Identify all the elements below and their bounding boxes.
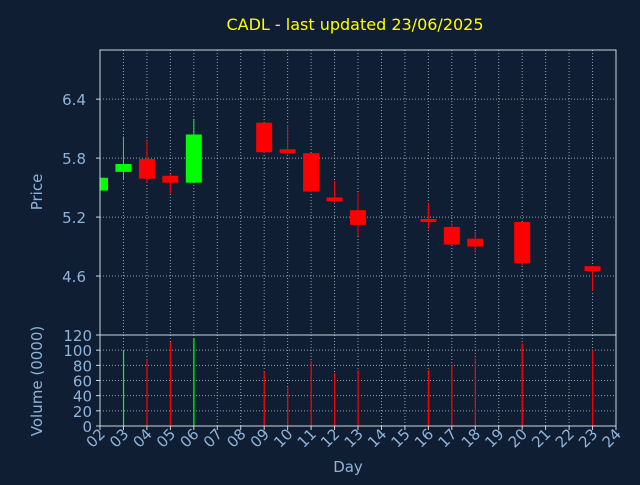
price-tick-label: 5.2: [62, 209, 86, 227]
x-axis-label: Day: [333, 458, 363, 476]
candle-body: [350, 210, 366, 225]
volume-bar: [287, 387, 289, 426]
x-tick-label: 04: [130, 425, 156, 451]
x-tick-label: 15: [388, 425, 414, 451]
x-tick-label: 08: [223, 425, 249, 451]
candle-body: [256, 122, 273, 153]
x-tick-label: 07: [200, 425, 226, 451]
x-tick-label: 06: [176, 425, 202, 451]
candle-body: [185, 134, 202, 183]
x-tick-label: 16: [411, 425, 437, 451]
x-tick-label: 14: [364, 425, 390, 451]
volume-bar: [310, 360, 312, 426]
x-tick-label: 12: [317, 425, 343, 451]
x-tick-label: 10: [270, 425, 296, 451]
volume-bar: [169, 341, 172, 426]
price-tick-label: 6.4: [62, 91, 86, 109]
price-tick-label: 5.8: [62, 150, 86, 168]
x-tick-label: 09: [247, 425, 273, 451]
volume-tick-label: 0: [82, 418, 92, 436]
x-tick-label: 03: [106, 425, 132, 451]
volume-bar: [146, 359, 148, 426]
volume-tick-label: 40: [73, 388, 92, 406]
volume-bar: [521, 343, 523, 426]
volume-bar: [193, 338, 195, 426]
volume-tick-label: 60: [73, 373, 92, 391]
candle-body: [115, 164, 132, 172]
price-axis-label: Price: [28, 174, 46, 211]
x-tick-label: 11: [294, 425, 320, 451]
candle-body: [467, 238, 484, 247]
price-tick-label: 4.6: [62, 268, 86, 286]
volume-bar: [474, 358, 476, 426]
volume-tick-label: 80: [73, 357, 92, 375]
volume-bar: [334, 372, 336, 426]
volume-axis-label: Volume (0000): [28, 326, 46, 436]
x-tick-label: 21: [528, 425, 554, 451]
volume-tick-label: 20: [73, 403, 92, 421]
x-tick-label: 17: [434, 425, 460, 451]
x-tick-label: 20: [505, 425, 531, 451]
volume-bar: [427, 369, 430, 426]
candle-body: [279, 149, 296, 154]
volume-bar: [263, 371, 265, 426]
price-panel: 4.6 5.2 5.8 6.4: [62, 49, 617, 336]
x-tick-label: 18: [458, 425, 484, 451]
candle-body: [303, 153, 320, 192]
candle-body: [162, 175, 179, 183]
x-axis: 0203040506070809101112131415161718192021…: [83, 425, 625, 451]
volume-tick-label: 100: [63, 342, 92, 360]
volume-bar: [122, 350, 125, 426]
candle-body: [584, 266, 601, 272]
candle-body: [420, 219, 437, 223]
candle-body: [100, 177, 108, 191]
x-tick-label: 24: [599, 425, 625, 451]
chart-title: CADL - last updated 23/06/2025: [226, 15, 483, 34]
x-tick-label: 05: [153, 425, 179, 451]
x-tick-label: 23: [575, 425, 601, 451]
x-tick-label: 19: [481, 425, 507, 451]
x-tick-label: 13: [341, 425, 367, 451]
volume-tick-label: 120: [63, 327, 92, 345]
candle-body: [138, 159, 155, 179]
volume-bar: [592, 350, 594, 426]
volume-bar: [357, 369, 359, 426]
x-tick-label: 22: [552, 425, 578, 451]
candle-body: [326, 197, 343, 202]
volume-bar: [451, 365, 453, 426]
candle-body: [514, 221, 531, 264]
candle-body: [443, 226, 460, 245]
